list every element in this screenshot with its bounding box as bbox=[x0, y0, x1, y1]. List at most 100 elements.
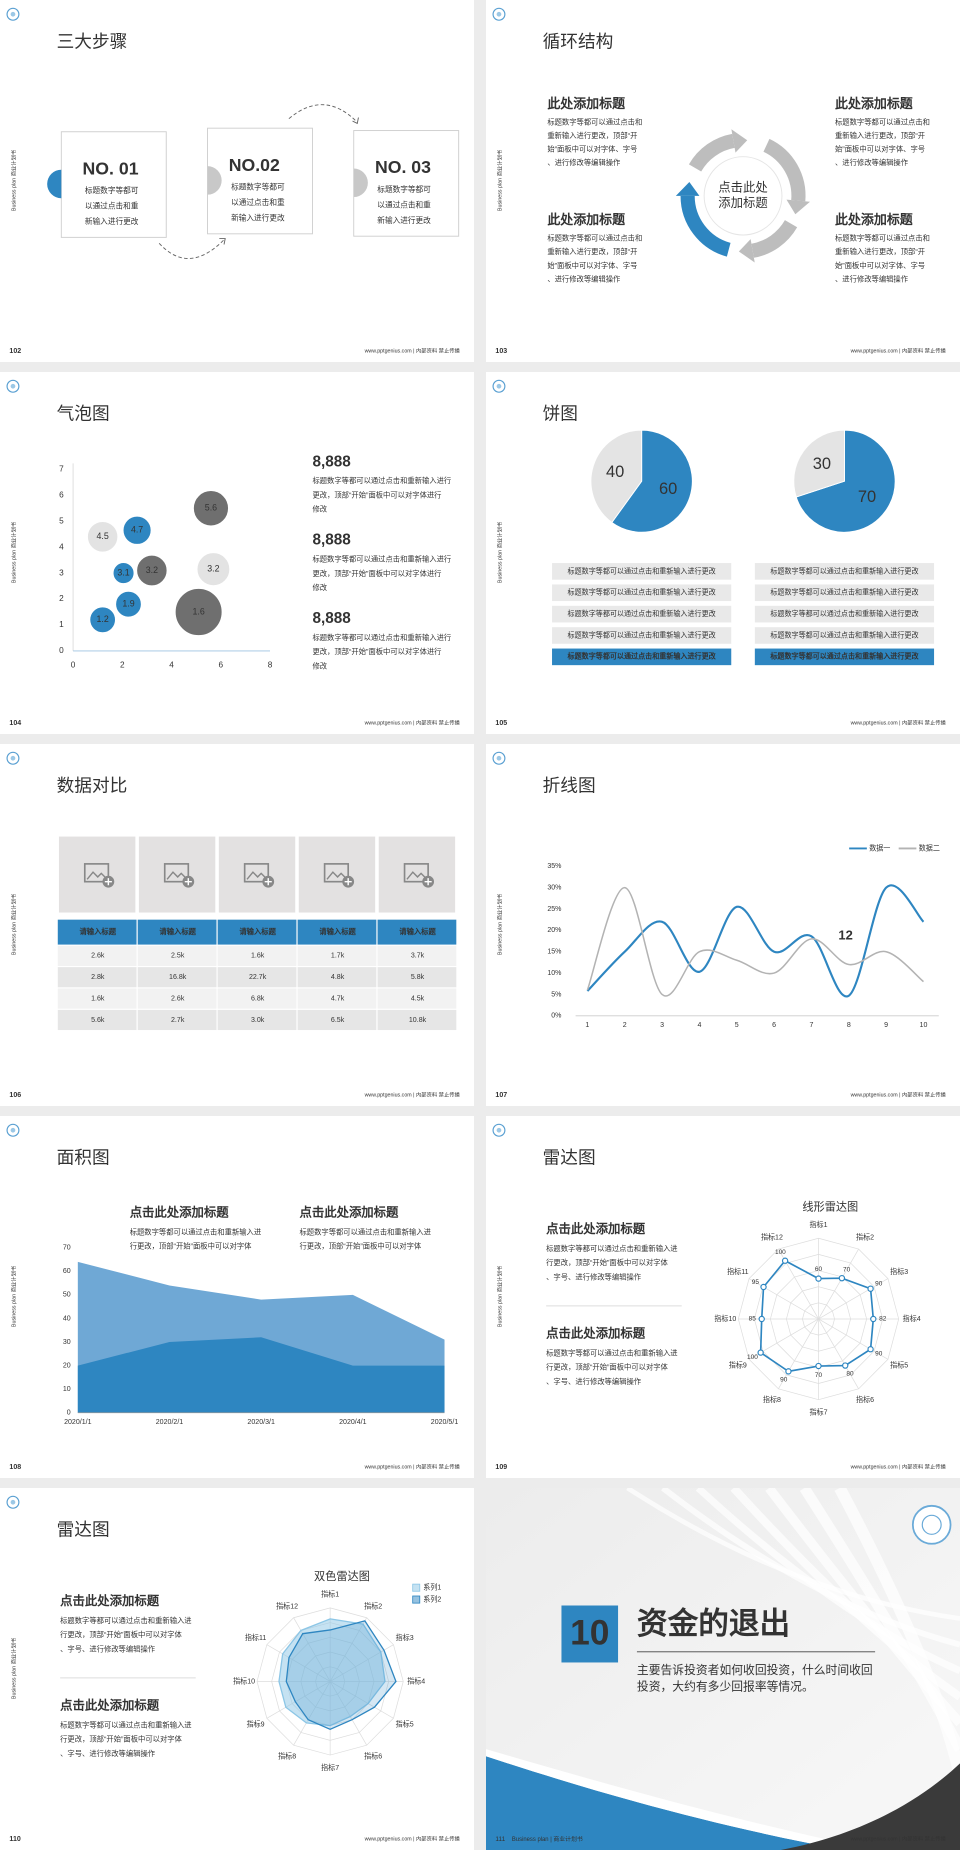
pie-item-box bbox=[754, 584, 935, 602]
table-cell bbox=[297, 988, 377, 1009]
slide-bg bbox=[0, 372, 474, 734]
table-cell-text: 1.7k bbox=[331, 952, 345, 960]
x-tick-label: 2020/4/1 bbox=[339, 1418, 367, 1426]
radar-value-label: 70 bbox=[843, 1267, 851, 1274]
logo bbox=[492, 379, 506, 393]
table-cell-text: 2.6k bbox=[171, 994, 185, 1002]
block-text: 标题数字等都可以通过点击和重新输入进行更改，顶部“开始”面板中可以对字体、字号、… bbox=[835, 117, 930, 167]
pie-label: 30 bbox=[813, 454, 831, 473]
cover-logo bbox=[911, 1504, 952, 1545]
cover-title: 资金的退出 bbox=[637, 1606, 790, 1641]
bubble bbox=[192, 489, 230, 527]
connector bbox=[158, 239, 225, 259]
table-cell-text: 4.7k bbox=[331, 994, 345, 1002]
pie-item-text: 标题数字等都可以通过点击和重新输入进行更改 bbox=[769, 652, 919, 661]
step-box bbox=[353, 130, 460, 237]
pie-item-text: 标题数字等都可以通过点击和重新输入进行更改 bbox=[567, 652, 717, 661]
bubble-label: 4.5 bbox=[96, 531, 108, 541]
table-cell-text: 2.6k bbox=[91, 952, 105, 960]
logo-dot bbox=[10, 383, 16, 389]
text-line: 、进行修改等编辑操作 bbox=[547, 274, 621, 283]
slide-chrome: Business plan 商业计划书 106 www.pptgenius.com … bbox=[6, 751, 461, 1099]
radar-axis-label: 指标11 bbox=[727, 1267, 748, 1276]
y-tick-label: 4 bbox=[59, 542, 64, 551]
table-cell-text: 16.8k bbox=[169, 973, 187, 981]
y-tick-label: 40 bbox=[63, 1314, 71, 1322]
text-line: 、进行修改等编辑操作 bbox=[835, 274, 909, 283]
table-cell bbox=[57, 945, 137, 966]
bubble bbox=[114, 590, 143, 618]
slide: Business plan 商业计划书 102 www.pptgenius.com … bbox=[0, 0, 474, 362]
cycle-arc bbox=[688, 133, 735, 172]
side-label: Business plan 商业计划书 bbox=[496, 893, 504, 955]
text-line: 标题数字等都可以通过点击和 bbox=[835, 233, 930, 242]
table-cell bbox=[217, 945, 297, 966]
y-tick-label: 25% bbox=[547, 905, 562, 913]
item-text: 标题数字等都可以通过点击和重新输入进行更改，顶部“开始”面板中可以对字体进行修改 bbox=[312, 554, 451, 592]
table-cell-text: 1.6k bbox=[251, 952, 265, 960]
radar-spoke bbox=[748, 1278, 819, 1320]
footer: www.pptgenius.com | 内部资料 禁止传播 bbox=[851, 1091, 947, 1099]
bubble bbox=[86, 520, 119, 553]
x-tick-label: 2 bbox=[623, 1021, 627, 1029]
radar-point bbox=[781, 1257, 789, 1264]
block-title: 点击此处添加标题 bbox=[546, 1221, 646, 1236]
y-tick-label: 5% bbox=[551, 990, 562, 998]
y-tick-label: 50 bbox=[63, 1291, 71, 1299]
footer: www.pptgenius.com | 内部资料 禁止传播 bbox=[851, 347, 947, 355]
legend-swatch bbox=[412, 1583, 421, 1592]
table-header-text: 请输入标题 bbox=[399, 927, 436, 936]
side-label: Business plan 商业计划书 bbox=[496, 149, 504, 211]
table-cell-text: 1.6k bbox=[91, 994, 105, 1002]
radar-value-label: 100 bbox=[747, 1354, 758, 1361]
page-number: 105 bbox=[495, 719, 507, 727]
text-line: 重新输入进行更改，顶部“开 bbox=[547, 131, 637, 140]
step-box bbox=[60, 131, 167, 238]
image-icon-plus-sign bbox=[104, 878, 112, 886]
item-text: 标题数字等都可以通过点击和重新输入进行更改，顶部“开始”面板中可以对字体进行修改 bbox=[312, 633, 451, 671]
table-cell bbox=[377, 1009, 457, 1031]
bubble bbox=[196, 551, 231, 587]
radar-axis-label: 指标6 bbox=[364, 1751, 382, 1760]
footer: www.pptgenius.com | 内部资料 禁止传播 bbox=[851, 1835, 947, 1843]
bubble-label: 3.2 bbox=[207, 564, 219, 574]
cycle-center bbox=[703, 156, 783, 236]
radar-value-label: 70 bbox=[815, 1372, 823, 1379]
pie-item-box bbox=[754, 563, 935, 580]
image-icon-plus-sign bbox=[424, 878, 432, 886]
table-cell bbox=[297, 1009, 377, 1031]
block-text: 标题数字等都可以通过点击和重新输入进行更改，顶部“开始”面板中可以对字体、字号、… bbox=[546, 1348, 678, 1386]
radar-axis-label: 指标9 bbox=[247, 1720, 265, 1729]
footer: www.pptgenius.com | 内部资料 禁止传播 bbox=[851, 1463, 947, 1471]
radar-axis-label: 指标5 bbox=[396, 1720, 414, 1729]
bubble bbox=[174, 587, 223, 637]
text-line: 标题数字等都可以通过点击和 bbox=[547, 233, 642, 242]
radar-axis-label: 指标4 bbox=[407, 1676, 425, 1685]
y-tick-label: 2 bbox=[59, 594, 64, 603]
pie-item-box bbox=[552, 584, 732, 602]
bubble-label: 3.2 bbox=[146, 565, 158, 575]
y-tick-label: 30% bbox=[547, 883, 562, 891]
slide-bg bbox=[486, 372, 960, 734]
slide: Business plan 商业计划书 105 www.pptgenius.com … bbox=[486, 372, 960, 734]
block-title: 此处添加标题 bbox=[835, 96, 914, 111]
connector-head bbox=[352, 117, 359, 125]
block-title: 点击此处添加标题 bbox=[60, 1698, 160, 1713]
block-text: 标题数字等都可以通过点击和重新输入进行更改，顶部“开始”面板中可以对字体 bbox=[130, 1227, 262, 1250]
radar-point bbox=[815, 1275, 822, 1282]
text-line: 始”面板中可以对字体、字号 bbox=[835, 261, 925, 270]
x-tick-label: 4 bbox=[169, 660, 174, 669]
radar-axis-label: 指标1 bbox=[321, 1590, 339, 1599]
image-icon-mountain bbox=[246, 871, 268, 880]
table-cell-text: 4.8k bbox=[331, 973, 345, 981]
annotation: 12 bbox=[838, 928, 852, 943]
x-tick-label: 2020/5/1 bbox=[431, 1418, 459, 1426]
pie-item-text: 标题数字等都可以通过点击和重新输入进行更改 bbox=[770, 630, 918, 639]
block-title: 此处添加标题 bbox=[547, 212, 626, 227]
table-cell-text: 10.8k bbox=[409, 1016, 427, 1024]
footer: www.pptgenius.com | 内部资料 禁止传播 bbox=[365, 719, 461, 727]
pie-item-text: 标题数字等都可以通过点击和重新输入进行更改 bbox=[770, 588, 918, 597]
